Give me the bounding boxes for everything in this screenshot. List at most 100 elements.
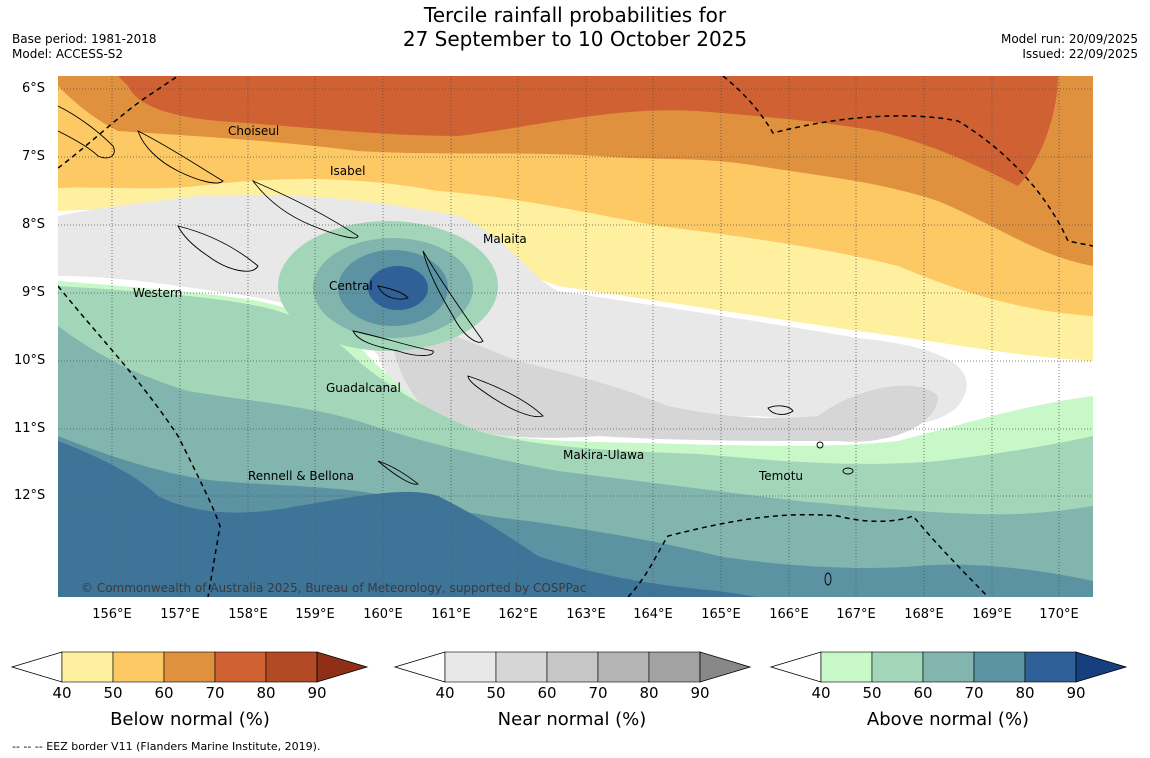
eez-border-south xyxy=(627,513,989,597)
lat-label: 12°S xyxy=(14,488,46,503)
colorbar-tick-label: 70 xyxy=(588,684,608,702)
colorbar-above-normal xyxy=(769,651,1128,683)
island-rennell xyxy=(377,460,419,485)
colorbar-tick-label: 40 xyxy=(52,684,72,702)
colorbar-low-extend xyxy=(769,651,822,683)
map-copyright: © Commonwealth of Australia 2025, Bureau… xyxy=(81,581,586,595)
colorbar-segment xyxy=(546,651,599,683)
colorbar-tick-label: 40 xyxy=(435,684,455,702)
model-run: Model run: 20/09/2025 xyxy=(1000,32,1138,46)
colorbar-tick-label: 70 xyxy=(205,684,225,702)
colorbar-tick-label: 50 xyxy=(103,684,123,702)
colorbar-tick-label: 50 xyxy=(486,684,506,702)
colorbar-near-normal xyxy=(393,651,752,683)
colorbar-segment xyxy=(214,651,267,683)
map-title: Tercile rainfall probabilities for 27 Se… xyxy=(0,3,1150,51)
island-santa-cruz xyxy=(767,405,794,415)
island-malaita xyxy=(422,250,484,343)
colorbar-title-near: Near normal (%) xyxy=(497,709,647,730)
region-malaita: Malaita xyxy=(483,232,527,246)
colorbar-high-extend xyxy=(1075,651,1128,683)
colorbar-tick-label: 80 xyxy=(256,684,276,702)
colorbar-segment xyxy=(922,651,975,683)
near-50-band xyxy=(388,316,938,442)
island-choiseul xyxy=(137,130,224,184)
above-80-core xyxy=(368,266,428,310)
lon-label: 161°E xyxy=(431,607,471,622)
lon-label: 160°E xyxy=(363,607,403,622)
colorbar-segment xyxy=(444,651,497,683)
near-40-band xyxy=(58,194,967,436)
colorbar-segment xyxy=(871,651,924,683)
island-outlines xyxy=(58,105,854,586)
colorbar-segment xyxy=(495,651,548,683)
lon-label: 164°E xyxy=(633,607,673,622)
colorbar-tick-label: 40 xyxy=(811,684,831,702)
eez-border-ne xyxy=(722,76,1093,247)
title-line-1: Tercile rainfall probabilities for xyxy=(423,3,727,27)
colorbar-tick-label: 80 xyxy=(639,684,659,702)
eez-border-west xyxy=(58,285,221,597)
colorbar-tick-label: 50 xyxy=(862,684,882,702)
lat-label: 7°S xyxy=(22,149,46,164)
colorbar-below-normal xyxy=(10,651,369,683)
colorbar-segment xyxy=(112,651,165,683)
colorbar-tick-label: 90 xyxy=(307,684,327,702)
lon-label: 158°E xyxy=(228,607,268,622)
lat-label: 6°S xyxy=(22,81,46,96)
region-central: Central xyxy=(329,279,373,293)
lat-label: 8°S xyxy=(22,217,46,232)
colorbars xyxy=(10,651,1128,683)
lon-label: 163°E xyxy=(566,607,606,622)
eez-borders xyxy=(58,76,1093,597)
model-name: Model: ACCESS-S2 xyxy=(12,47,124,61)
region-western: Western xyxy=(133,286,182,300)
lon-label: 168°E xyxy=(904,607,944,622)
region-guadalcanal: Guadalcanal xyxy=(326,381,401,395)
forecast-map: Choiseul Isabel Malaita Western Central … xyxy=(58,76,1093,597)
title-line-2: 27 September to 10 October 2025 xyxy=(402,27,748,51)
region-temotu: Temotu xyxy=(758,469,803,483)
colorbar-segment xyxy=(265,651,318,683)
region-makira-ulawa: Makira-Ulawa xyxy=(563,448,644,462)
colorbar-segment xyxy=(648,651,701,683)
colorbar-high-extend xyxy=(699,651,752,683)
region-isabel: Isabel xyxy=(330,164,365,178)
metadata-right: Model run: 20/09/2025 Issued: 22/09/2025 xyxy=(1001,32,1138,62)
island-temotu-2 xyxy=(842,467,854,475)
island-temotu-3 xyxy=(824,572,832,586)
island-guadalcanal xyxy=(352,330,434,356)
region-rennell-bellona: Rennell & Bellona xyxy=(248,469,354,483)
colorbar-low-extend xyxy=(10,651,63,683)
colorbar-segment xyxy=(973,651,1026,683)
colorbar-tick-label: 70 xyxy=(964,684,984,702)
lat-label: 9°S xyxy=(22,285,46,300)
colorbar-segment xyxy=(597,651,650,683)
island-new-georgia xyxy=(177,225,259,272)
lon-label: 169°E xyxy=(972,607,1012,622)
base-period: Base period: 1981-2018 xyxy=(12,32,157,46)
lat-label: 10°S xyxy=(14,353,46,368)
colorbar-tick-label: 60 xyxy=(913,684,933,702)
colorbar-tick-label: 60 xyxy=(537,684,557,702)
colorbar-segment xyxy=(163,651,216,683)
region-labels: Choiseul Isabel Malaita Western Central … xyxy=(133,124,803,483)
eez-footnote: -- -- -- EEZ border V11 (Flanders Marine… xyxy=(12,740,321,753)
colorbar-segment xyxy=(61,651,114,683)
colorbar-tick-label: 90 xyxy=(690,684,710,702)
colorbar-segment xyxy=(820,651,873,683)
below-70-band xyxy=(118,76,1058,186)
lon-label: 170°E xyxy=(1039,607,1079,622)
colorbar-segment xyxy=(1024,651,1077,683)
metadata-left: Base period: 1981-2018 Model: ACCESS-S2 xyxy=(12,32,157,62)
colorbar-tick-label: 80 xyxy=(1015,684,1035,702)
island-bougainville xyxy=(58,105,115,159)
island-temotu-1 xyxy=(816,441,824,449)
colorbar-high-extend xyxy=(316,651,369,683)
lon-label: 166°E xyxy=(769,607,809,622)
above-80-band xyxy=(58,441,758,597)
lon-label: 167°E xyxy=(836,607,876,622)
colorbar-tick-label: 90 xyxy=(1066,684,1086,702)
region-choiseul: Choiseul xyxy=(228,124,279,138)
lat-label: 11°S xyxy=(14,421,46,436)
